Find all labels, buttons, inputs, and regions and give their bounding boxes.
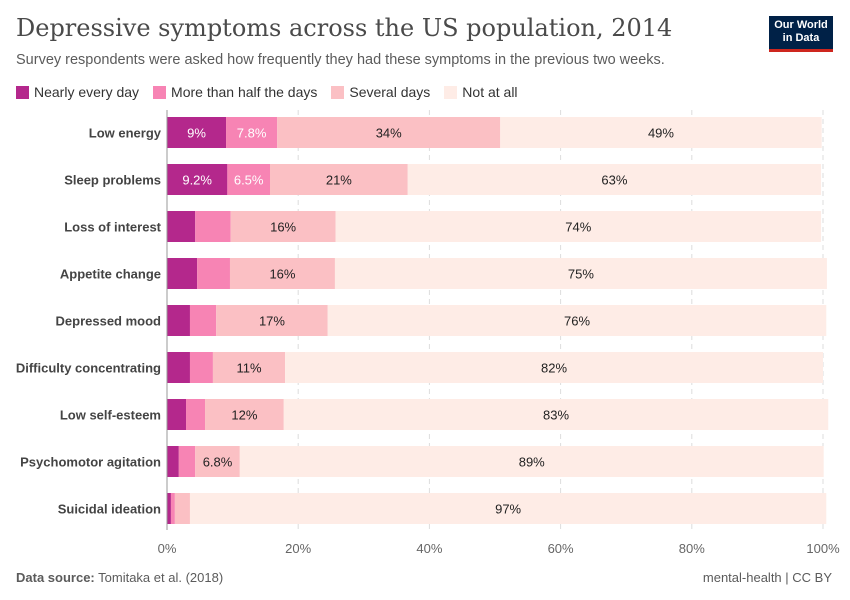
legend-label: Nearly every day [34,84,140,100]
legend-swatch [153,85,167,99]
bar-segment[interactable] [167,117,227,148]
category-label: Sleep problems [64,173,161,188]
data-label: 97% [495,502,521,517]
bar-segment[interactable] [189,493,827,524]
legend-swatch [444,85,458,99]
bar-segment[interactable] [167,352,190,383]
legend-swatch [331,85,345,99]
chart-title: Depressive symptoms across the US popula… [16,14,673,42]
x-tick-label: 0% [158,541,177,556]
legend-item[interactable]: Nearly every day [16,84,139,100]
chart-subtitle: Survey respondents were asked how freque… [16,52,665,68]
bar-segment[interactable] [212,352,286,383]
bar-segment[interactable] [334,258,827,289]
data-source: Data source: Tomitaka et al. (2018) [16,570,223,585]
owid-logo[interactable]: Our World in Data [769,16,833,52]
bar-segment[interactable] [167,258,198,289]
data-label: 74% [565,220,591,235]
x-tick-label: 60% [548,541,574,556]
data-label: 34% [376,126,402,141]
bar-segment[interactable] [335,211,822,242]
legend-swatch [16,85,29,99]
bar-segment[interactable] [174,493,190,524]
footer-license[interactable]: mental-health | CC BY [702,570,832,585]
x-tick-label: 80% [679,541,705,556]
category-label: Difficulty concentrating [16,361,161,376]
category-label: Appetite change [60,267,161,282]
bar-segment[interactable] [500,117,822,148]
bar-segment[interactable] [167,211,196,242]
bar-segment[interactable] [269,164,408,195]
bar-segment[interactable] [226,117,278,148]
data-label: 82% [541,361,567,376]
bar-segment[interactable] [327,305,827,336]
data-label: 21% [326,173,352,188]
bar-segment[interactable] [189,305,217,336]
data-label: 63% [601,173,627,188]
data-label: 9% [187,126,206,141]
data-label: 83% [543,408,569,423]
bar-segment[interactable] [186,399,206,430]
data-label: 6.5% [234,173,264,188]
data-label: 9.2% [182,173,212,188]
source-text[interactable]: Tomitaka et al. (2018) [98,570,224,585]
data-label: 16% [270,220,296,235]
bar-segment[interactable] [178,446,196,477]
category-label: Psychomotor agitation [20,455,161,470]
data-label: 17% [259,314,285,329]
bar-segment[interactable] [170,493,175,524]
data-label: 7.8% [237,126,267,141]
legend-label: Several days [349,84,431,100]
bar-segment[interactable] [167,493,171,524]
bar-segment[interactable] [167,399,187,430]
category-label: Depressed mood [56,314,162,329]
category-label: Loss of interest [64,220,161,235]
bar-segment[interactable] [197,258,230,289]
x-tick-label: 100% [806,541,840,556]
bar-segment[interactable] [229,258,335,289]
data-label: 89% [519,455,545,470]
source-label: Data source: [16,570,95,585]
legend: Nearly every day More than half the days… [16,84,518,100]
bar-segment[interactable] [205,399,284,430]
bar-segment[interactable] [189,352,213,383]
legend-item[interactable]: Several days [331,84,430,100]
bar-segment[interactable] [195,446,240,477]
bar-segment[interactable] [167,305,190,336]
data-label: 16% [269,267,295,282]
bar-segment[interactable] [227,164,270,195]
legend-item[interactable]: Not at all [444,84,518,100]
category-label: Low energy [89,126,162,141]
category-label: Low self-esteem [60,408,161,423]
bar-segment[interactable] [230,211,336,242]
data-label: 12% [231,408,257,423]
x-tick-label: 20% [285,541,311,556]
x-tick-label: 40% [416,541,442,556]
data-label: 49% [648,126,674,141]
legend-label: Not at all [462,84,518,100]
category-label: Suicidal ideation [58,502,161,517]
bar-segment[interactable] [277,117,501,148]
bar-segment[interactable] [283,399,829,430]
data-label: 11% [236,361,261,376]
data-label: 75% [568,267,594,282]
bar-segment[interactable] [407,164,822,195]
bar-segment[interactable] [167,164,228,195]
data-label: 76% [564,314,590,329]
bar-segment[interactable] [285,352,824,383]
legend-item[interactable]: More than half the days [153,84,317,100]
bar-segment[interactable] [216,305,328,336]
legend-label: More than half the days [171,84,318,100]
bar-segment[interactable] [167,446,179,477]
bar-segment[interactable] [195,211,231,242]
bar-segment[interactable] [239,446,824,477]
data-label: 6.8% [203,455,233,470]
